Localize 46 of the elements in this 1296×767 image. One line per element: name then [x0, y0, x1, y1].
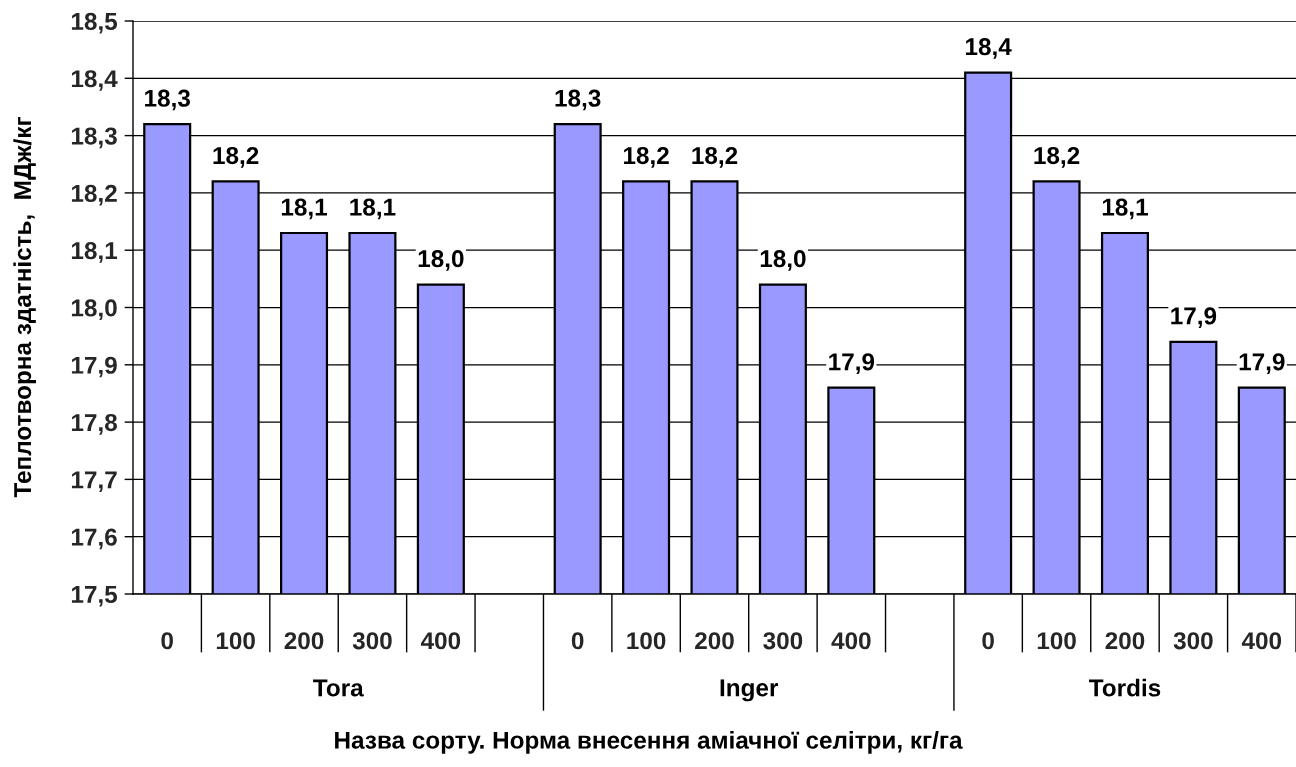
data-label: 18,2 — [213, 146, 259, 168]
x-tick-label: 200 — [1105, 632, 1145, 650]
x-tick-label: 100 — [1037, 632, 1076, 650]
x-tick-label: 400 — [831, 632, 871, 650]
data-label: 18,3 — [555, 89, 601, 111]
x-tick-label: 400 — [1241, 632, 1282, 650]
x-tick-label: 100 — [627, 632, 666, 650]
x-tick-label: 0 — [571, 632, 584, 650]
x-axis-title: Назва сорту. Норма внесення аміачної селітри, кг/га — [335, 731, 963, 754]
data-label: 17,9 — [829, 353, 875, 374]
data-label: 18,0 — [418, 250, 464, 271]
x-tick-label: 300 — [1173, 632, 1213, 650]
data-label: 18,1 — [1102, 198, 1148, 220]
y-tick-label: 18,3 — [71, 127, 117, 149]
data-label: 18,2 — [1034, 146, 1080, 168]
text: Tora — [313, 679, 364, 697]
data-label: 18,2 — [623, 146, 669, 168]
y-tick-label: 18,5 — [71, 12, 118, 34]
x-tick-label: 200 — [695, 632, 734, 650]
x-tick-label: 300 — [352, 632, 392, 650]
data-label: 18,0 — [760, 250, 806, 271]
y-tick-label: 18,4 — [71, 70, 118, 91]
y-tick-label: 18,0 — [71, 299, 117, 321]
y-tick-label: 17,6 — [71, 528, 117, 550]
y-tick-label: 17,8 — [71, 413, 117, 435]
y-tick-label: 17,9 — [71, 356, 117, 378]
x-tick-label: 0 — [161, 632, 173, 650]
data-label: 18,3 — [145, 89, 190, 111]
data-label: 17,9 — [1239, 353, 1285, 374]
x-tick-label: 300 — [763, 632, 803, 650]
text: Inger — [720, 679, 779, 702]
data-label: 17,9 — [1171, 307, 1217, 329]
data-label: 18,1 — [281, 198, 328, 220]
x-tick-label: 400 — [420, 632, 461, 650]
y-tick-label: 17,7 — [71, 471, 117, 492]
y-tick-label: 18,1 — [71, 242, 118, 263]
data-label: 18,2 — [692, 146, 738, 168]
y-tick-label: 18,2 — [71, 184, 117, 206]
data-label: 18,1 — [350, 198, 396, 220]
x-tick-label: 100 — [216, 632, 255, 650]
x-tick-label: 0 — [982, 632, 994, 650]
text: Tordis — [1089, 678, 1161, 697]
x-tick-label: 200 — [284, 632, 324, 650]
data-label: 18,4 — [966, 38, 1012, 59]
y-tick-label: 17,5 — [71, 586, 118, 607]
y-axis-title: Теплотворна здатність, МДж/кг — [13, 117, 36, 498]
